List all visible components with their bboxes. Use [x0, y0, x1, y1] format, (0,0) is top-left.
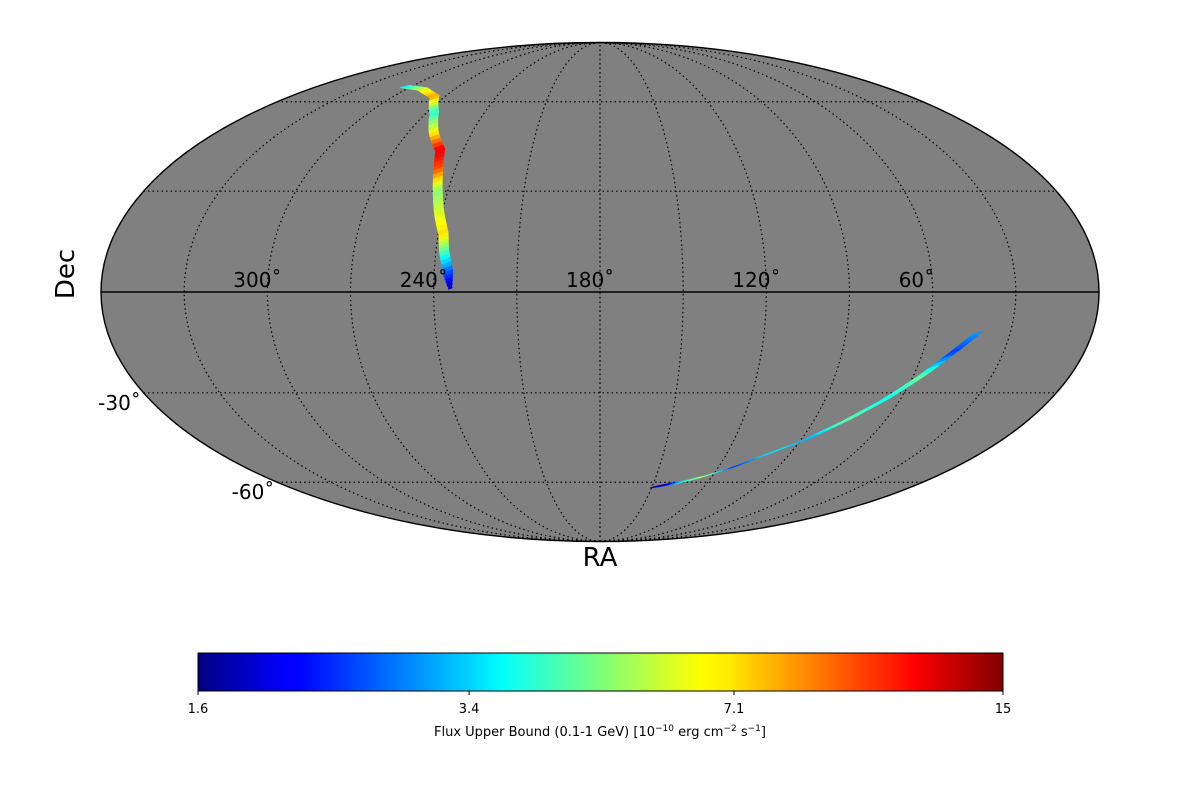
flux-cell	[444, 272, 454, 281]
colorbar-tick-label: 3.4	[459, 702, 480, 717]
colorbar-gradient	[197, 652, 1004, 692]
colorbar-ticks: 1.6 3.4 7.1 15	[188, 691, 1012, 717]
meridian-line	[599, 42, 1017, 542]
flux-cell	[445, 276, 453, 284]
ra-tick-label: 120˚	[732, 268, 780, 292]
flux-cell	[446, 280, 453, 287]
flux-cell	[650, 485, 656, 489]
dec-tick-label: -60˚	[232, 480, 275, 504]
sky-tick-labels: 300˚ 240˚ 180˚ 120˚ 60˚ -30˚ -60˚	[98, 268, 934, 504]
flux-cell	[443, 269, 454, 278]
dec-tick-label: -30˚	[98, 391, 141, 415]
colorbar-tick-label: 1.6	[188, 702, 209, 717]
ra-tick-label: 300˚	[233, 268, 281, 292]
flux-cell	[447, 283, 453, 290]
sky-boundary	[100, 41, 1100, 543]
meridian-line	[183, 42, 601, 542]
colorbar-label: Flux Upper Bound (0.1-1 GeV) [10−10 erg …	[434, 724, 766, 740]
flux-regions	[400, 84, 984, 489]
colorbar-tick-label: 7.1	[724, 702, 745, 717]
ra-tick-label: 60˚	[899, 268, 934, 292]
colorbar: 1.6 3.4 7.1 15 Flux Upper Bound (0.1-1 GeV)…	[188, 652, 1012, 740]
ra-tick-label: 240˚	[400, 268, 448, 292]
y-axis-label: Dec	[51, 249, 81, 299]
colorbar-tick-label: 15	[995, 702, 1012, 717]
x-axis-label: RA	[583, 543, 618, 573]
ra-tick-label: 180˚	[566, 268, 614, 292]
